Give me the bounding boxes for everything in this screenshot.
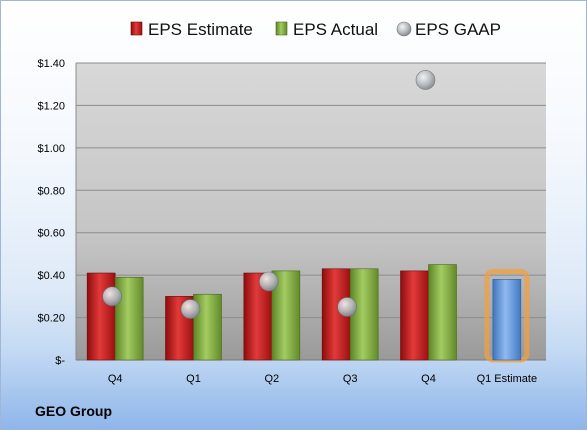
legend-swatch (396, 21, 412, 37)
x-category-label: Q1 Estimate (477, 373, 538, 385)
legend-swatch (130, 21, 143, 36)
y-tick-label: $0.80 (37, 185, 65, 197)
gaap-markers (102, 70, 436, 319)
x-category-label: Q3 (343, 373, 358, 385)
bar-eps-estimate (400, 270, 429, 361)
y-tick-label: $0.60 (37, 228, 65, 240)
legend-label: EPS Actual (293, 20, 378, 39)
bar-eps-estimate (86, 272, 116, 361)
bar-eps-estimate-future (492, 279, 522, 361)
gridlines (75, 62, 546, 361)
legend-label: EPS Estimate (148, 20, 253, 39)
company-name: GEO Group (35, 403, 112, 419)
y-tick-label: $1.40 (37, 58, 65, 70)
bar-eps-actual (114, 276, 144, 361)
y-tick-label: $- (55, 355, 65, 367)
gaap-marker (102, 286, 122, 307)
gaap-marker (180, 299, 201, 319)
y-tick-label: $0.40 (37, 270, 65, 282)
legend: EPS Estimate EPS Actual EPS GAAP (130, 20, 501, 39)
bar-eps-actual (349, 268, 379, 361)
x-axis-category-labels: Q4 Q1 Q2 Q3 Q4 Q1 Estimate (108, 373, 537, 385)
plot-area (76, 63, 546, 360)
bar-eps-actual (428, 264, 457, 361)
y-tick-label: $1.00 (37, 143, 65, 155)
legend-label: EPS GAAP (415, 20, 501, 39)
x-category-label: Q2 (264, 373, 279, 385)
y-tick-label: $0.20 (37, 313, 65, 325)
bar-eps-actual (193, 293, 222, 361)
y-axis-tick-labels: $- $0.20 $0.40 $0.60 $0.80 $1.00 $1.20 $1.40 (37, 58, 65, 367)
gaap-marker (259, 271, 279, 292)
x-category-label: Q4 (421, 373, 436, 385)
gaap-marker (415, 70, 436, 90)
gaap-marker (337, 297, 357, 317)
x-category-label: Q4 (108, 373, 123, 385)
x-category-label: Q1 (186, 373, 201, 385)
legend-swatch (275, 21, 288, 36)
y-tick-label: $1.20 (37, 100, 65, 112)
